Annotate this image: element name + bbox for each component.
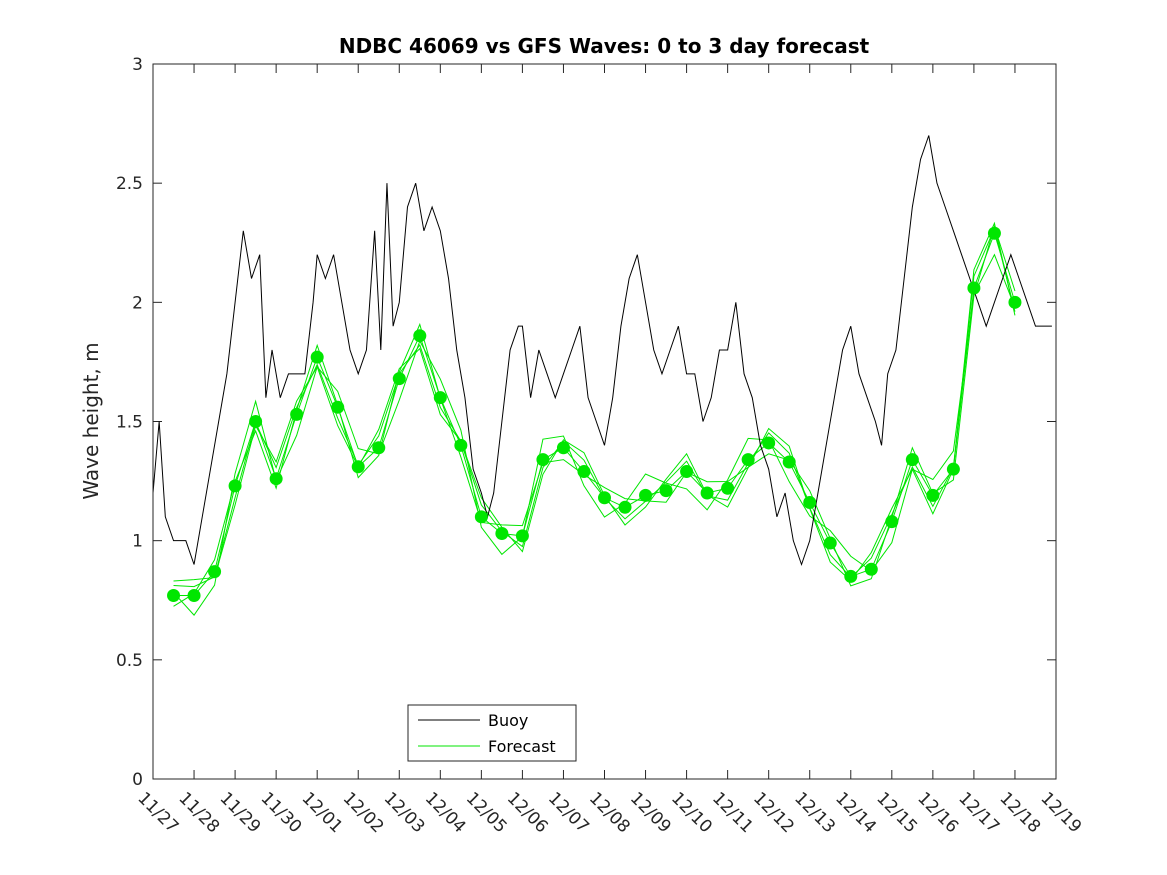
forecast-point [331, 400, 345, 414]
forecast-point [762, 436, 776, 450]
forecast-point [310, 350, 324, 364]
forecast-point [721, 481, 735, 495]
forecast-point [474, 510, 488, 524]
forecast-point [741, 453, 755, 467]
forecast-point [905, 453, 919, 467]
forecast-point [290, 407, 304, 421]
forecast-point [433, 391, 447, 405]
legend: Buoy Forecast [407, 704, 577, 762]
y-tick-label: 2.5 [116, 174, 143, 194]
y-tick-label: 1.5 [116, 413, 143, 433]
forecast-point [495, 527, 509, 541]
forecast-point [680, 465, 694, 479]
forecast-point [351, 460, 365, 474]
forecast-point [208, 565, 222, 579]
forecast-point [967, 281, 981, 295]
forecast-point [556, 441, 570, 455]
y-tick-label: 3 [132, 55, 143, 75]
forecast-point [864, 562, 878, 576]
forecast-point [577, 465, 591, 479]
y-axis-label: Wave height, m [79, 342, 103, 499]
forecast-point [413, 329, 427, 343]
y-tick-label: 2 [132, 293, 143, 313]
forecast-point [372, 441, 386, 455]
forecast-point [187, 588, 201, 602]
y-tick-label: 0 [132, 770, 143, 790]
legend-label-forecast: Forecast [488, 737, 556, 756]
plot-area-frame [152, 63, 1057, 780]
forecast-point [639, 488, 653, 502]
chart-title: NDBC 46069 vs GFS Waves: 0 to 3 day fore… [339, 34, 870, 58]
forecast-point [228, 479, 242, 493]
forecast-point [618, 500, 632, 514]
forecast-point [454, 438, 468, 452]
forecast-point [659, 484, 673, 498]
forecast-point [167, 588, 181, 602]
series-layer [152, 135, 1052, 616]
forecast-point [598, 491, 611, 505]
forecast-point [392, 372, 406, 386]
legend-label-buoy: Buoy [488, 711, 528, 730]
forecast-point [782, 455, 796, 469]
forecast-point [987, 226, 1001, 240]
y-tick-labels: 0 0.5 1 1.5 2 2.5 3 [116, 55, 143, 790]
legend-box [407, 704, 577, 762]
forecast-point [823, 536, 837, 550]
forecast-point [536, 453, 550, 467]
y-tick-label: 1 [132, 532, 143, 552]
forecast-point [700, 486, 714, 500]
y-tick-label: 0.5 [116, 651, 143, 671]
buoy-line [152, 135, 1052, 567]
forecast-point [1008, 295, 1022, 309]
forecast-point [926, 488, 940, 502]
forecast-point [249, 415, 263, 428]
forecast-run-line [173, 231, 1016, 596]
forecast-point [885, 515, 899, 529]
forecast-point [803, 496, 817, 510]
forecast-point [515, 529, 529, 543]
forecast-point [269, 472, 283, 486]
forecast-point [844, 569, 858, 583]
forecast-point [946, 462, 960, 476]
forecast-run-line [173, 221, 1016, 582]
